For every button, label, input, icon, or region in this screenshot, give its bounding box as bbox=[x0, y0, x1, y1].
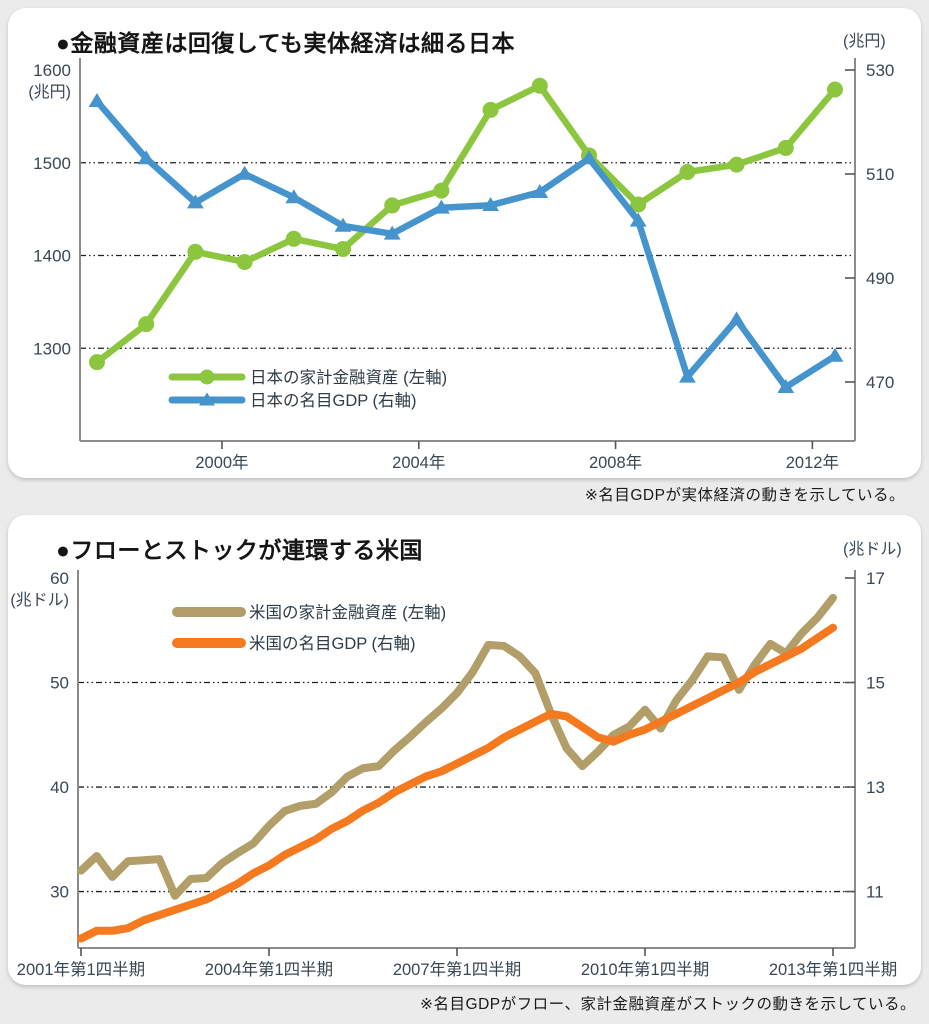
x-axis-tick-label: 2007年第1四半期 bbox=[393, 960, 521, 979]
right-axis-unit-label: (兆円) bbox=[843, 32, 886, 50]
data-point-marker bbox=[482, 101, 499, 118]
x-axis-tick-label: 2008年 bbox=[589, 453, 642, 472]
right-axis-tick-label: 13 bbox=[866, 778, 885, 797]
x-axis-tick-label: 2001年第1四半期 bbox=[17, 960, 145, 979]
data-point-marker bbox=[285, 189, 303, 204]
japan-chart-card: ●金融資産は回復しても実体経済は細る日本 1600 1500 1400 1300 (兆円… bbox=[8, 8, 921, 478]
us-chart-note: ※名目GDPがフロー、家計金融資産がストックの動きを示している。 bbox=[420, 996, 916, 1013]
japan-nominal-gdp-line bbox=[93, 97, 839, 391]
data-point-marker bbox=[482, 196, 499, 211]
data-point-marker bbox=[384, 197, 401, 214]
legend-label: 日本の名目GDP (右軸) bbox=[250, 391, 417, 410]
data-point-marker bbox=[285, 230, 302, 247]
legend-label: 日本の家計金融資産 (左軸) bbox=[250, 368, 447, 387]
left-axis-tick-label: 1500 bbox=[33, 154, 71, 173]
data-point-marker bbox=[334, 217, 352, 232]
data-point-marker bbox=[728, 311, 745, 326]
data-point-marker bbox=[187, 194, 204, 209]
data-point-marker bbox=[433, 182, 450, 199]
us-household-assets-line bbox=[77, 593, 838, 900]
japan-chart: 1600 1500 1400 1300 (兆円) 530 510 490 470 (兆円) 2000… bbox=[28, 32, 894, 472]
data-point-marker bbox=[433, 199, 450, 214]
left-axis-unit-label: (兆ドル) bbox=[10, 591, 69, 609]
left-axis-tick-label: 1600 bbox=[33, 61, 71, 80]
right-axis-unit-label: (兆ドル) bbox=[843, 540, 902, 558]
us-chart-card: ●フローとストックが連環する米国 60 50 40 30 (兆ドル) 17 15 13 11 (兆… bbox=[8, 515, 921, 985]
data-point-marker bbox=[630, 196, 647, 213]
left-axis-tick-label: 30 bbox=[50, 883, 69, 902]
data-point-marker bbox=[531, 183, 549, 198]
data-point-marker bbox=[531, 77, 548, 94]
x-axis-tick-label: 2000年 bbox=[195, 453, 248, 472]
data-point-marker bbox=[728, 156, 745, 173]
data-point-marker bbox=[88, 92, 106, 107]
right-axis-tick-label: 11 bbox=[866, 883, 884, 902]
x-axis-tick-label: 2010年第1四半期 bbox=[581, 960, 709, 979]
data-point-marker bbox=[629, 212, 647, 227]
right-axis-tick-label: 530 bbox=[866, 61, 894, 80]
legend-triangle-marker bbox=[199, 392, 215, 406]
japan-chart-note: ※名目GDPが実体経済の動きを示している。 bbox=[584, 487, 905, 504]
japan-chart-title: ●金融資産は回復しても実体経済は細る日本 bbox=[56, 30, 516, 56]
data-point-marker bbox=[137, 150, 155, 165]
legend-label: 米国の名目GDP (右軸) bbox=[249, 634, 416, 653]
x-axis-tick-label: 2004年 bbox=[392, 453, 445, 472]
data-point-marker bbox=[236, 253, 253, 270]
left-axis-tick-label: 1300 bbox=[33, 339, 71, 358]
left-axis-tick-label: 50 bbox=[50, 674, 69, 693]
right-axis-tick-label: 15 bbox=[866, 674, 885, 693]
us-chart: 60 50 40 30 (兆ドル) 17 15 13 11 (兆ドル) 2001年第1四半期 2004… bbox=[10, 540, 902, 979]
data-point-marker bbox=[827, 81, 843, 98]
data-point-marker bbox=[138, 316, 155, 333]
data-point-marker bbox=[187, 243, 204, 260]
x-axis-tick-label: 2004年第1四半期 bbox=[205, 960, 333, 979]
left-axis-tick-label: 1400 bbox=[33, 247, 71, 266]
right-axis-tick-label: 17 bbox=[866, 569, 885, 588]
left-axis-tick-label: 40 bbox=[50, 778, 69, 797]
left-axis-unit-label: (兆円) bbox=[28, 83, 71, 101]
data-point-marker bbox=[826, 347, 844, 362]
right-axis-tick-label: 470 bbox=[866, 373, 894, 392]
data-point-marker bbox=[777, 378, 795, 393]
right-axis-tick-label: 490 bbox=[866, 269, 894, 288]
data-point-marker bbox=[777, 139, 794, 156]
data-point-marker bbox=[679, 368, 696, 383]
left-axis-tick-label: 60 bbox=[50, 569, 69, 588]
legend-circle-marker bbox=[199, 369, 215, 385]
x-axis-tick-label: 2012年 bbox=[786, 453, 839, 472]
data-point-marker bbox=[383, 225, 401, 240]
us-chart-title: ●フローとストックが連環する米国 bbox=[56, 537, 423, 563]
legend-label: 米国の家計金融資産 (左軸) bbox=[249, 603, 446, 622]
data-point-marker bbox=[335, 241, 351, 258]
data-point-marker bbox=[679, 164, 696, 181]
right-axis-tick-label: 510 bbox=[866, 165, 894, 184]
data-point-marker bbox=[236, 165, 253, 180]
x-axis-tick-label: 2013年第1四半期 bbox=[769, 960, 897, 979]
data-point-marker bbox=[580, 150, 598, 165]
data-point-marker bbox=[89, 354, 105, 371]
us-nominal-gdp-line bbox=[77, 623, 838, 943]
japan-household-assets-line bbox=[93, 82, 839, 366]
